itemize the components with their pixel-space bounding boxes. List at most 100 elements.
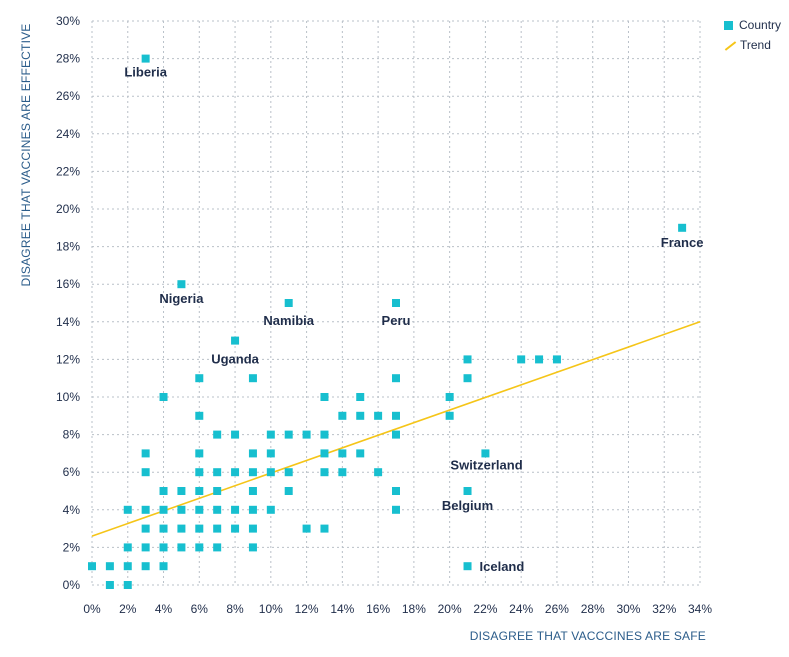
country-point	[88, 562, 96, 571]
country-point	[248, 449, 257, 458]
country-point	[231, 524, 240, 533]
country-point	[177, 280, 186, 289]
annotation-switzerland: Switzerland	[450, 457, 522, 472]
y-tick-label: 12%	[56, 352, 80, 366]
country-point	[213, 543, 222, 552]
country-point	[463, 487, 472, 495]
country-point	[445, 411, 454, 420]
country-point	[231, 430, 240, 439]
x-tick-label: 6%	[191, 602, 209, 616]
annotation-uganda: Uganda	[211, 352, 259, 367]
country-point	[123, 581, 132, 589]
y-tick-label: 4%	[63, 503, 81, 517]
country-point	[463, 374, 472, 383]
country-point	[248, 468, 257, 477]
country-point	[141, 54, 150, 63]
country-point	[195, 543, 204, 552]
country-point	[177, 505, 186, 514]
x-tick-label: 32%	[652, 602, 676, 616]
country-point	[231, 505, 240, 514]
country-point	[481, 449, 490, 458]
x-tick-label: 26%	[545, 602, 569, 616]
annotation-belgium: Belgium	[442, 498, 493, 513]
x-tick-label: 28%	[581, 602, 605, 616]
legend: Country Trend	[724, 15, 781, 55]
y-tick-label: 22%	[56, 164, 80, 178]
country-point	[159, 393, 168, 401]
country-point	[284, 487, 293, 495]
x-tick-label: 2%	[119, 602, 137, 616]
y-tick-label: 0%	[63, 578, 81, 592]
x-axis-title: DISAGREE THAT VACCCINES ARE SAFE	[470, 629, 706, 643]
country-point	[284, 430, 293, 439]
country-point	[123, 562, 132, 571]
country-point	[302, 430, 311, 439]
grid-lines	[91, 20, 701, 586]
country-point	[338, 411, 347, 420]
country-point	[392, 374, 400, 383]
country-point	[213, 430, 222, 439]
y-tick-label: 28%	[56, 52, 80, 66]
x-tick-label: 16%	[366, 602, 390, 616]
country-point	[123, 505, 132, 514]
country-point	[338, 468, 347, 477]
country-point	[141, 505, 150, 514]
x-tick-label: 20%	[438, 602, 462, 616]
annotation-iceland: Iceland	[480, 559, 525, 574]
country-point	[266, 505, 275, 514]
country-point	[392, 411, 400, 420]
x-tick-label: 30%	[616, 602, 640, 616]
country-point	[535, 355, 544, 364]
annotation-france: France	[661, 235, 704, 250]
country-point	[159, 487, 168, 495]
country-point	[105, 581, 114, 589]
country-point	[392, 487, 400, 495]
country-point	[356, 393, 365, 401]
country-point	[195, 524, 204, 533]
y-tick-label: 6%	[63, 465, 81, 479]
country-point	[445, 393, 454, 401]
y-tick-label: 24%	[56, 127, 80, 141]
legend-label-trend: Trend	[740, 38, 771, 52]
y-tick-label: 10%	[56, 390, 80, 404]
y-tick-label: 30%	[56, 14, 80, 28]
x-tick-label: 4%	[155, 602, 173, 616]
country-point	[320, 393, 329, 401]
country-point	[678, 223, 687, 232]
country-point	[195, 468, 204, 477]
country-point	[213, 524, 222, 533]
country-point	[463, 562, 472, 571]
country-point	[517, 355, 526, 364]
country-point	[159, 524, 168, 533]
trend-line-icon	[724, 40, 736, 50]
country-point	[177, 543, 186, 552]
country-point	[231, 468, 240, 477]
country-point	[392, 505, 400, 514]
country-point	[248, 374, 257, 383]
country-point	[141, 562, 150, 571]
country-point	[374, 468, 383, 477]
x-tick-label: 0%	[83, 602, 101, 616]
legend-label-country: Country	[739, 18, 782, 32]
country-point	[159, 505, 168, 514]
country-point	[302, 524, 311, 533]
x-tick-label: 34%	[688, 602, 712, 616]
country-point	[141, 524, 150, 533]
y-tick-label: 2%	[63, 540, 81, 554]
country-point	[320, 430, 329, 439]
y-axis-title: DISAGREE THAT VACCINES ARE EFFECTIVE	[19, 23, 33, 286]
country-point	[320, 524, 329, 533]
country-point	[213, 505, 222, 514]
annotation-namibia: Namibia	[263, 313, 314, 328]
country-point	[552, 355, 561, 364]
country-point	[213, 487, 222, 495]
y-tick-label: 18%	[56, 240, 80, 254]
country-point	[141, 543, 150, 552]
country-point	[195, 411, 204, 420]
country-point	[284, 299, 293, 307]
country-point	[159, 543, 168, 552]
country-point	[213, 468, 222, 477]
country-point	[392, 430, 400, 439]
country-point	[392, 299, 400, 307]
